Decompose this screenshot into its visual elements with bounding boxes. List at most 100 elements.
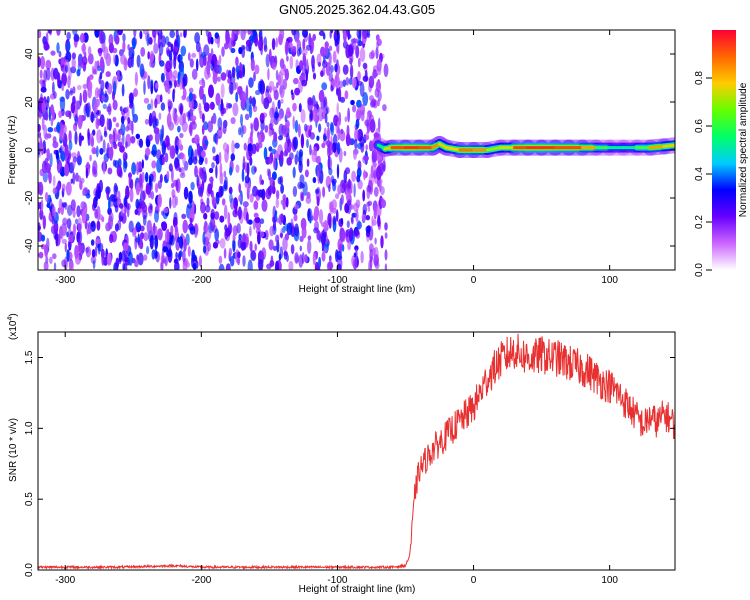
figure-title: GN05.2025.362.04.43.G05	[279, 2, 435, 17]
noise-blob	[367, 200, 373, 206]
ridge-segment	[649, 144, 666, 150]
noise-blob	[303, 123, 308, 132]
ridge-segment	[444, 146, 462, 152]
snr-x-tick-label: -300	[55, 575, 75, 586]
noise-blob	[40, 243, 46, 250]
noise-blob	[65, 110, 72, 118]
noise-blob	[94, 30, 100, 38]
noise-blob	[166, 142, 171, 151]
noise-blob	[280, 98, 284, 104]
noise-blob	[277, 176, 282, 185]
noise-blob	[215, 59, 220, 73]
noise-blob	[352, 202, 359, 212]
noise-blob	[362, 189, 366, 202]
noise-blob	[119, 203, 124, 209]
noise-blob	[293, 77, 299, 85]
noise-blob	[250, 57, 255, 72]
noise-blob	[210, 212, 215, 220]
noise-blob	[286, 254, 289, 262]
noise-blob	[306, 158, 310, 167]
noise-blob	[57, 207, 61, 214]
noise-blob	[243, 142, 247, 151]
noise-blob	[263, 36, 268, 51]
noise-blob	[207, 120, 214, 133]
noise-blob	[98, 30, 104, 36]
noise-blob	[102, 139, 106, 153]
noise-blob	[38, 251, 44, 259]
noise-blob	[277, 74, 282, 86]
noise-blob	[327, 155, 331, 171]
noise-blob	[373, 186, 379, 197]
noise-blob	[253, 212, 259, 218]
noise-blob	[120, 54, 127, 65]
noise-blob	[87, 189, 90, 196]
noise-blob	[286, 112, 290, 119]
noise-blob	[204, 204, 211, 213]
noise-blob	[304, 169, 309, 178]
noise-blob	[249, 35, 255, 42]
noise-blob	[97, 242, 104, 252]
noise-blob	[214, 211, 220, 220]
noise-blob	[170, 43, 174, 53]
noise-blob	[254, 64, 260, 75]
noise-blob	[76, 69, 81, 77]
noise-blob	[360, 250, 364, 264]
noise-blob	[259, 218, 265, 225]
noise-blob	[363, 169, 366, 181]
noise-blob	[343, 36, 347, 47]
noise-blob	[342, 64, 349, 75]
noise-blob	[119, 106, 123, 112]
noise-blob	[159, 173, 163, 183]
noise-blob	[346, 124, 350, 138]
noise-blob	[215, 164, 218, 179]
noise-blob	[357, 57, 361, 68]
noise-blob	[249, 193, 254, 203]
noise-blob	[289, 55, 294, 70]
noise-blob	[170, 225, 174, 237]
noise-blob	[323, 46, 329, 57]
noise-blob	[288, 260, 294, 270]
noise-blob	[136, 254, 139, 261]
noise-blob	[93, 111, 99, 119]
noise-blob	[382, 154, 386, 166]
noise-blob	[81, 210, 87, 224]
noise-blob	[61, 83, 65, 92]
noise-blob	[209, 176, 214, 183]
noise-blob	[374, 237, 377, 245]
noise-blob	[179, 54, 183, 62]
noise-blob	[355, 248, 358, 261]
noise-blob	[219, 162, 223, 177]
noise-blob	[232, 102, 239, 117]
noise-blob	[208, 84, 214, 98]
noise-blob	[252, 219, 256, 231]
noise-blob	[292, 102, 297, 112]
noise-blob	[218, 151, 222, 164]
noise-blob	[154, 98, 158, 109]
noise-blob	[45, 43, 50, 50]
snr-y-tick-label: 0.5	[24, 492, 35, 506]
noise-blob	[230, 74, 236, 85]
noise-blob	[380, 235, 384, 249]
noise-blob	[369, 95, 374, 102]
noise-blob	[180, 166, 185, 176]
snr-x-tick-label: 100	[601, 575, 618, 586]
noise-blob	[102, 103, 108, 110]
noise-blob	[215, 191, 220, 205]
noise-blob	[143, 80, 146, 95]
noise-blob	[101, 216, 105, 223]
noise-blob	[186, 203, 193, 209]
noise-blob	[292, 166, 296, 179]
noise-blob	[189, 226, 196, 235]
noise-blob	[46, 96, 50, 104]
noise-blob	[285, 197, 289, 208]
noise-blob	[268, 123, 273, 131]
noise-blob	[228, 186, 233, 195]
noise-blob	[238, 183, 241, 193]
noise-blob	[324, 113, 328, 124]
noise-blob	[278, 253, 282, 261]
noise-blob	[336, 142, 341, 155]
noise-blob	[264, 229, 269, 241]
noise-blob	[279, 58, 285, 69]
noise-blob	[109, 233, 114, 244]
noise-blob	[284, 141, 288, 150]
